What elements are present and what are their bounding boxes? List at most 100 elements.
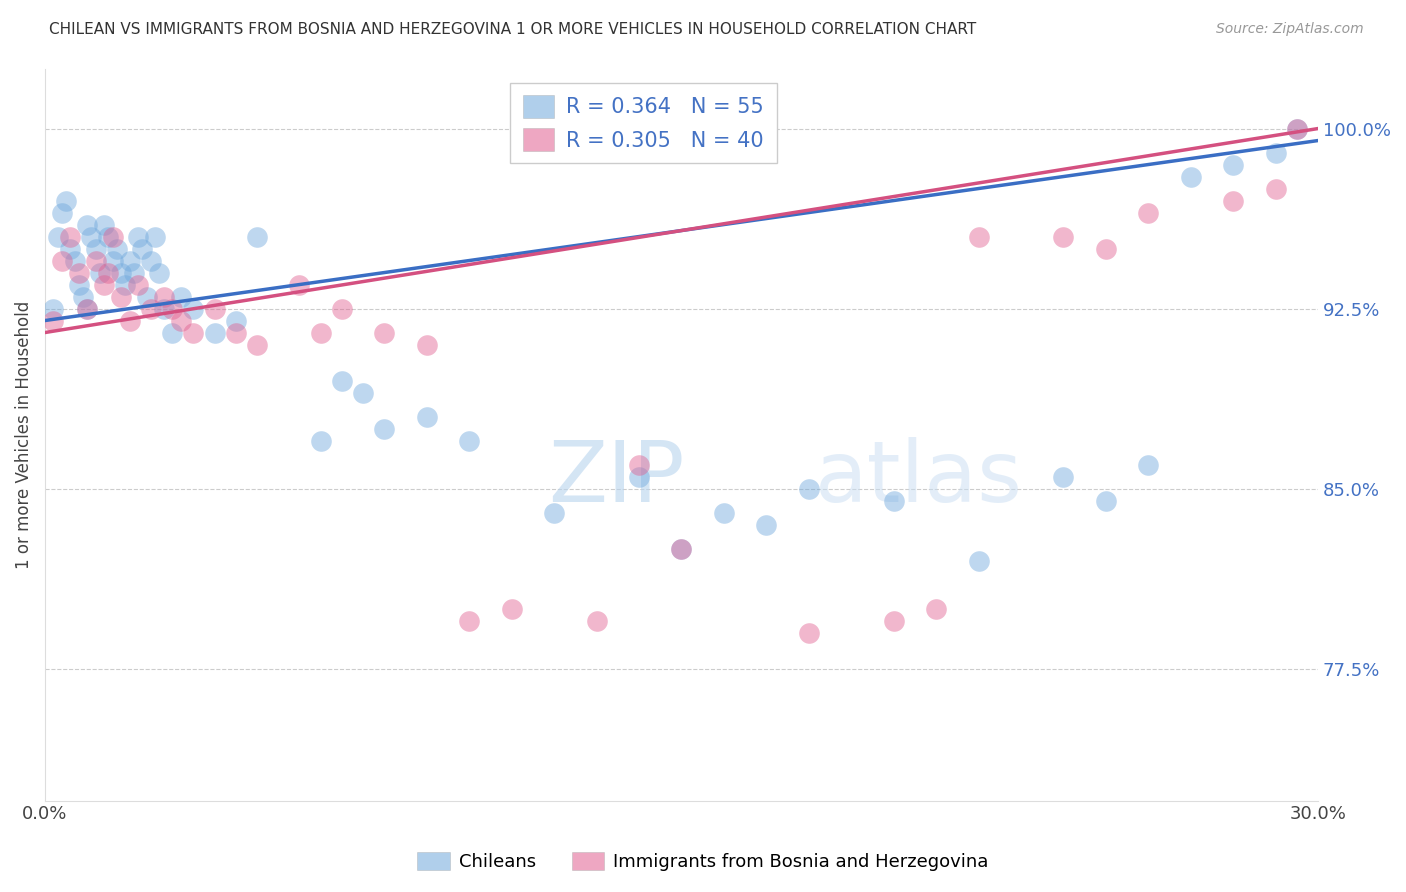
Point <box>169 289 191 303</box>
Point <box>925 601 948 615</box>
Point <box>127 229 149 244</box>
Legend: Chileans, Immigrants from Bosnia and Herzegovina: Chileans, Immigrants from Bosnia and Her… <box>411 845 995 879</box>
Point <box>80 229 103 244</box>
Point <box>373 421 395 435</box>
Point <box>97 266 120 280</box>
Point <box>1180 169 1202 184</box>
Text: Source: ZipAtlas.com: Source: ZipAtlas.com <box>1216 22 1364 37</box>
Point <box>225 313 247 327</box>
Point <box>416 337 439 351</box>
Point <box>67 277 90 292</box>
Point <box>101 229 124 244</box>
Point <box>63 253 86 268</box>
Point <box>76 301 98 316</box>
Point <box>373 326 395 340</box>
Text: ZIP: ZIP <box>548 437 685 520</box>
Point <box>51 205 73 219</box>
Point <box>160 301 183 316</box>
Point <box>143 229 166 244</box>
Point <box>84 253 107 268</box>
Text: CHILEAN VS IMMIGRANTS FROM BOSNIA AND HERZEGOVINA 1 OR MORE VEHICLES IN HOUSEHOL: CHILEAN VS IMMIGRANTS FROM BOSNIA AND HE… <box>49 22 976 37</box>
Point <box>1095 493 1118 508</box>
Point <box>204 301 226 316</box>
Point <box>55 194 77 208</box>
Point <box>110 289 132 303</box>
Point <box>543 506 565 520</box>
Point <box>93 277 115 292</box>
Point <box>883 493 905 508</box>
Point <box>118 253 141 268</box>
Point <box>1137 205 1160 219</box>
Point <box>1264 145 1286 160</box>
Point <box>72 289 94 303</box>
Point <box>42 301 65 316</box>
Point <box>330 374 353 388</box>
Point <box>110 266 132 280</box>
Point <box>1264 181 1286 195</box>
Text: atlas: atlas <box>815 437 1024 520</box>
Point <box>1052 229 1074 244</box>
Point <box>1095 242 1118 256</box>
Point <box>204 326 226 340</box>
Point <box>585 614 607 628</box>
Point <box>101 253 124 268</box>
Point <box>309 326 332 340</box>
Point <box>46 229 69 244</box>
Point <box>183 326 205 340</box>
Point <box>967 553 990 567</box>
Point <box>628 469 651 483</box>
Point <box>127 277 149 292</box>
Point <box>288 277 311 292</box>
Point <box>139 301 162 316</box>
Point <box>59 229 82 244</box>
Point <box>1222 157 1244 171</box>
Point <box>1285 121 1308 136</box>
Point <box>152 289 174 303</box>
Point <box>118 313 141 327</box>
Point <box>458 434 481 448</box>
Point <box>671 541 693 556</box>
Point <box>183 301 205 316</box>
Point <box>97 229 120 244</box>
Point <box>797 482 820 496</box>
Point <box>246 337 269 351</box>
Point <box>139 253 162 268</box>
Point <box>67 266 90 280</box>
Legend: R = 0.364   N = 55, R = 0.305   N = 40: R = 0.364 N = 55, R = 0.305 N = 40 <box>510 83 776 163</box>
Point <box>671 541 693 556</box>
Point <box>59 242 82 256</box>
Point <box>131 242 153 256</box>
Point <box>458 614 481 628</box>
Point <box>114 277 136 292</box>
Point <box>967 229 990 244</box>
Point <box>122 266 145 280</box>
Point <box>1052 469 1074 483</box>
Y-axis label: 1 or more Vehicles in Household: 1 or more Vehicles in Household <box>15 301 32 569</box>
Point <box>352 385 374 400</box>
Point <box>152 301 174 316</box>
Point <box>309 434 332 448</box>
Point <box>89 266 111 280</box>
Point <box>713 506 735 520</box>
Point <box>148 266 170 280</box>
Point <box>76 218 98 232</box>
Point <box>42 313 65 327</box>
Point <box>225 326 247 340</box>
Point <box>1137 458 1160 472</box>
Point <box>628 458 651 472</box>
Point <box>135 289 157 303</box>
Point <box>797 625 820 640</box>
Point <box>1285 121 1308 136</box>
Point <box>755 517 778 532</box>
Point <box>93 218 115 232</box>
Point <box>501 601 523 615</box>
Point <box>416 409 439 424</box>
Point <box>169 313 191 327</box>
Point <box>51 253 73 268</box>
Point <box>84 242 107 256</box>
Point <box>76 301 98 316</box>
Point <box>160 326 183 340</box>
Point <box>105 242 128 256</box>
Point <box>330 301 353 316</box>
Point <box>883 614 905 628</box>
